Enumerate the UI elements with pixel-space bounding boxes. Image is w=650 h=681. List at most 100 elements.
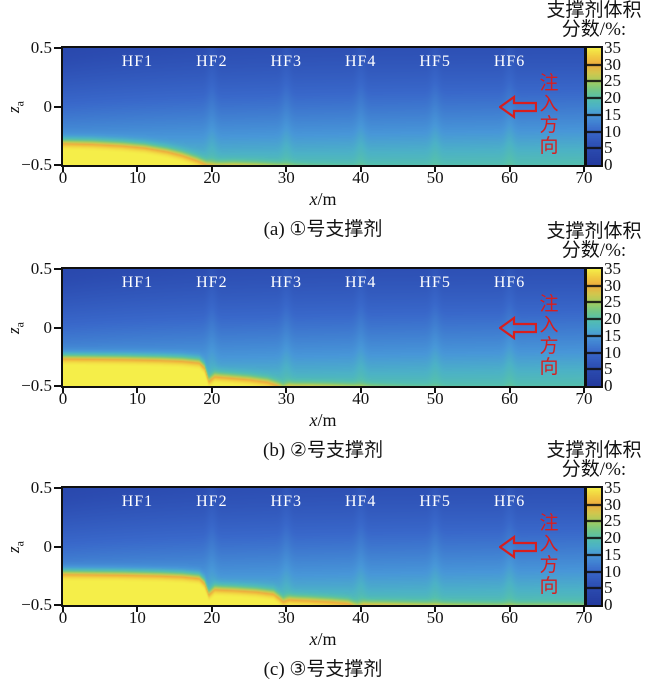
x-tick-mark — [285, 388, 288, 393]
injection-direction-char: 注 — [539, 294, 559, 315]
x-tick-label: 0 — [58, 168, 68, 187]
colorbar-tick-label: 10 — [604, 561, 621, 581]
colorbar-title-line1: 支撑剂体积 — [546, 0, 642, 21]
colorbar-canvas-c — [587, 488, 601, 605]
y-tick-mark — [54, 268, 61, 270]
injection-direction-char: 向 — [539, 136, 559, 157]
colorbar-border — [585, 486, 603, 607]
y-tick-label: 0 — [43, 536, 53, 556]
x-tick-mark — [359, 388, 362, 393]
fracture-label-hf1: HF1 — [121, 493, 154, 510]
x-axis-label: x/m — [309, 629, 337, 649]
x-tick-label: 50 — [426, 168, 444, 187]
colorbar-title: 支撑剂体积 分数/%: — [538, 222, 650, 260]
injection-direction-char: 向 — [539, 357, 559, 378]
y-tick-label: 0.5 — [30, 38, 52, 57]
x-tick-label: 40 — [352, 608, 370, 627]
x-tick-label: 20 — [203, 389, 221, 408]
colorbar-tick-label: 35 — [604, 478, 621, 497]
fracture-label-hf5: HF5 — [419, 53, 451, 70]
x-tick-label: 50 — [426, 389, 444, 408]
y-tick-label: 0.5 — [30, 259, 52, 278]
fracture-label-hf4: HF4 — [344, 493, 377, 510]
x-tick-label: 40 — [352, 168, 370, 187]
colorbar-tick-label: 15 — [604, 544, 621, 564]
fracture-label-hf6: HF6 — [493, 493, 526, 510]
fracture-label-hf4: HF4 — [344, 274, 377, 291]
fracture-label-hf5: HF5 — [419, 274, 451, 291]
x-tick-label: 0 — [58, 389, 68, 408]
x-tick-label: 20 — [203, 608, 221, 627]
x-tick-mark — [508, 167, 511, 172]
x-tick-label: 60 — [501, 168, 519, 187]
x-tick-mark — [210, 167, 213, 172]
colorbar-tick-label: 10 — [604, 342, 621, 362]
heatmap-canvas-b — [63, 269, 584, 386]
injection-direction-label: 注入方向 — [537, 294, 561, 378]
fracture-label-hf3: HF3 — [270, 493, 302, 510]
colorbar-title: 支撑剂体积 分数/%: — [538, 1, 650, 39]
colorbar-tick-label: 5 — [604, 359, 613, 379]
x-tick-mark — [583, 388, 585, 393]
colorbar-title-line2: 分数/%: — [561, 459, 627, 480]
injection-direction-char: 入 — [539, 94, 559, 115]
colorbar-title: 支撑剂体积 分数/%: — [538, 441, 650, 479]
colorbar-tick-label: 0 — [604, 376, 613, 395]
fracture-label-hf4: HF4 — [344, 53, 377, 70]
y-tick-mark — [54, 545, 61, 548]
x-tick-mark — [583, 167, 585, 172]
colorbar-tick-label: 20 — [604, 528, 621, 548]
injection-direction-label: 注入方向 — [537, 73, 561, 157]
colorbar-tick-label: 20 — [604, 309, 621, 329]
colorbar-canvas-b — [587, 269, 601, 386]
injection-direction-arrow-icon — [499, 534, 537, 560]
x-tick-label: 10 — [128, 608, 146, 627]
injection-direction-char: 方 — [539, 115, 559, 136]
x-tick-label: 50 — [426, 608, 444, 627]
x-tick-label: 30 — [277, 608, 295, 627]
colorbar-tick-label: 30 — [604, 275, 621, 295]
y-tick-label: 0 — [43, 317, 53, 337]
fracture-label-hf6: HF6 — [493, 53, 526, 70]
x-tick-mark — [583, 607, 585, 612]
injection-direction-char: 注 — [539, 513, 559, 534]
x-tick-label: 30 — [277, 389, 295, 408]
x-tick-mark — [136, 167, 139, 172]
injection-direction-char: 向 — [539, 576, 559, 597]
x-tick-label: 30 — [277, 168, 295, 187]
x-tick-label: 70 — [575, 389, 593, 408]
fracture-label-hf5: HF5 — [419, 493, 451, 510]
x-tick-mark — [210, 388, 213, 393]
fracture-label-hf2: HF2 — [196, 53, 228, 70]
injection-direction-char: 方 — [539, 336, 559, 357]
colorbar-tick-label: 15 — [604, 104, 621, 124]
injection-direction-char: 入 — [539, 534, 559, 555]
y-tick-mark — [54, 487, 61, 489]
colorbar-tick-label: 5 — [604, 138, 613, 158]
fracture-label-hf3: HF3 — [270, 274, 302, 291]
fracture-label-hf1: HF1 — [121, 53, 154, 70]
x-tick-mark — [508, 388, 511, 393]
colorbar-border — [585, 267, 603, 388]
panel-caption-b: (b) ②号支撑剂 — [263, 440, 383, 461]
x-tick-label: 70 — [575, 168, 593, 187]
colorbar-tick-label: 30 — [604, 54, 621, 74]
y-tick-label: −0.5 — [21, 595, 52, 614]
x-tick-label: 10 — [128, 168, 146, 187]
x-tick-mark — [359, 607, 362, 612]
x-tick-mark — [434, 388, 437, 393]
x-tick-label: 70 — [575, 608, 593, 627]
colorbar-title-line2: 分数/%: — [561, 240, 627, 261]
panel-a: 支撑剂体积 分数/%: za x/m 注入方向 (a) ①号支撑剂 35 30 25… — [0, 0, 650, 241]
panel-c: 支撑剂体积 分数/%: za x/m 注入方向 (c) ③号支撑剂 35 30 25… — [0, 440, 650, 681]
y-tick-mark — [54, 326, 61, 329]
panel-b: 支撑剂体积 分数/%: za x/m 注入方向 (b) ②号支撑剂 35 30 25… — [0, 221, 650, 462]
fracture-label-hf2: HF2 — [196, 493, 228, 510]
colorbar-tick-label: 35 — [604, 259, 621, 278]
y-tick-label: −0.5 — [21, 155, 52, 174]
colorbar-title-line2: 分数/%: — [561, 19, 627, 40]
panel-caption-c: (c) ③号支撑剂 — [263, 659, 383, 680]
x-tick-mark — [136, 388, 139, 393]
y-tick-mark — [54, 604, 61, 606]
